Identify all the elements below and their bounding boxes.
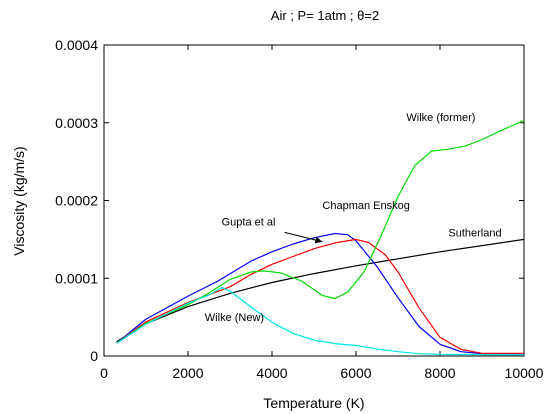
y-axis-label: Viscosity (kg/m/s) bbox=[11, 146, 27, 255]
x-tick-label: 4000 bbox=[256, 365, 287, 381]
annotation-label: Chapman Enskog bbox=[322, 200, 409, 212]
y-tick-label: 0.0001 bbox=[55, 270, 98, 286]
x-tick-label: 10000 bbox=[505, 365, 544, 381]
y-tick-label: 0.0003 bbox=[55, 115, 98, 131]
y-tick-label: 0.0002 bbox=[55, 193, 98, 209]
series-line-sutherland bbox=[116, 238, 525, 343]
x-tick-label: 2000 bbox=[172, 365, 203, 381]
series-lines bbox=[116, 119, 525, 356]
y-tick-label: 0.0004 bbox=[55, 37, 98, 53]
plot-frame bbox=[103, 44, 525, 357]
series-line-chapman-enskog bbox=[116, 238, 524, 354]
x-tick-label: 6000 bbox=[340, 365, 371, 381]
annotation-label: Sutherland bbox=[448, 227, 501, 239]
x-axis-label: Temperature (K) bbox=[263, 395, 364, 411]
x-tick-label: 0 bbox=[100, 365, 108, 381]
series-line-gupta-et-al bbox=[116, 232, 524, 355]
series-line-wilke-new bbox=[116, 287, 525, 356]
axis-ticks: 0 2000 4000 6000 8000 10000 0 0.0001 0.0002 0.000… bbox=[55, 37, 544, 381]
x-tick-label: 8000 bbox=[424, 365, 455, 381]
annotation-label: Gupta et al bbox=[222, 216, 276, 228]
curve-annotations: Wilke (former) Chapman Enskog Gupta et al S… bbox=[205, 112, 502, 324]
annotation-label: Wilke (New) bbox=[205, 312, 264, 324]
y-tick-label: 0 bbox=[90, 348, 98, 364]
chart-title: Air ; P= 1atm ; θ=2 bbox=[271, 8, 379, 23]
annotation-label: Wilke (former) bbox=[406, 112, 475, 124]
series-line-wilke-former bbox=[116, 119, 525, 344]
annotation-arrow-head bbox=[314, 236, 323, 244]
